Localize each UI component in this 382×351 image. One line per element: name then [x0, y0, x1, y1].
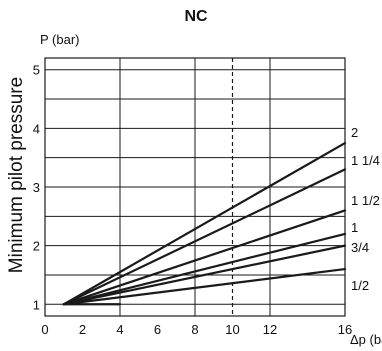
x-tick-label: 6 [154, 322, 161, 337]
y-tick-labels: 1 2 3 4 5 [33, 63, 40, 313]
series-line-4 [62, 244, 347, 306]
y-tick-label: 1 [33, 297, 40, 312]
x-tick-label: 8 [191, 322, 198, 337]
plot-frame [44, 57, 346, 317]
series-line-2 [62, 209, 347, 306]
y-axis-label: Minimum pilot pressure [6, 77, 27, 273]
x-tick-label: 4 [116, 322, 123, 337]
series-group [62, 141, 347, 306]
x-tick-label: 10 [225, 322, 239, 337]
y-axis-title: P (bar) [40, 32, 80, 47]
series-label: 2 [351, 125, 358, 140]
series-label: 3/4 [351, 240, 369, 255]
series-label: 1 1/2 [351, 193, 380, 208]
y-tick-label: 3 [33, 180, 40, 195]
y-tick-label: 4 [33, 121, 40, 136]
series-label: 1 [351, 220, 358, 235]
y-tick-label: 2 [33, 239, 40, 254]
series-labels: 2 1 1/4 1 1/2 1 3/4 1/2 [351, 125, 380, 293]
series-line-5 [62, 267, 347, 306]
chart-title: NC [184, 8, 208, 25]
x-tick-labels: 0 2 4 6 8 10 12 16 [41, 322, 352, 337]
x-tick-label: 16 [338, 322, 352, 337]
x-tick-label: 0 [41, 322, 48, 337]
series-line-3 [62, 232, 347, 306]
series-line-0 [62, 141, 347, 306]
series-label: 1/2 [351, 278, 369, 293]
x-tick-label: 2 [79, 322, 86, 337]
y-tick-label: 5 [33, 63, 40, 78]
x-axis-title: Δp (bar) [350, 332, 382, 347]
series-label: 1 1/4 [351, 153, 380, 168]
series-line-1 [62, 168, 347, 306]
x-tick-label: 12 [263, 322, 277, 337]
